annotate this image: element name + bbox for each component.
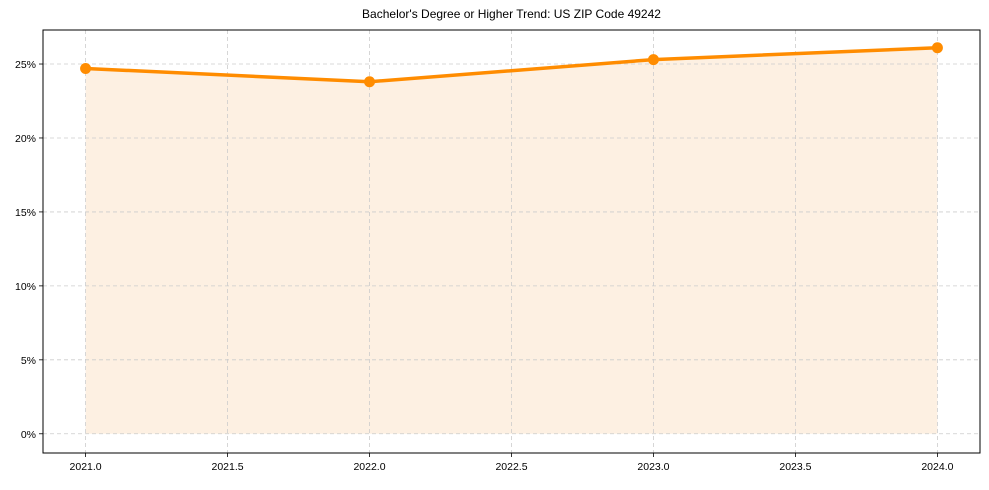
- x-tick-label: 2021.0: [70, 461, 102, 473]
- y-tick-label: 20%: [15, 133, 36, 145]
- data-point: [931, 42, 943, 54]
- y-tick-label: 5%: [21, 355, 36, 367]
- data-point: [80, 62, 92, 74]
- data-point: [647, 54, 659, 66]
- y-tick-label: 25%: [15, 59, 36, 71]
- y-tick-label: 0%: [21, 429, 36, 441]
- y-axis: 0% 5% 10% 15% 20% 25%: [15, 59, 43, 441]
- grid-lines: [43, 30, 980, 453]
- x-tick-label: 2023.5: [779, 461, 811, 473]
- y-tick-label: 10%: [15, 281, 36, 293]
- x-tick-label: 2022.5: [495, 461, 527, 473]
- data-markers: [80, 42, 943, 88]
- y-tick-label: 15%: [15, 207, 36, 219]
- data-line: [85, 45, 938, 84]
- x-tick-label: 2022.0: [353, 461, 385, 473]
- x-axis: 2021.0 2021.5 2022.0 2022.5 2023.0 2023.5 2024…: [70, 453, 954, 473]
- data-point: [364, 76, 376, 88]
- x-tick-label: 2023.0: [637, 461, 669, 473]
- x-tick-label: 2024.0: [921, 461, 953, 473]
- x-tick-label: 2021.5: [211, 461, 243, 473]
- chart-title: Bachelor's Degree or Higher Trend: US ZI…: [362, 7, 661, 21]
